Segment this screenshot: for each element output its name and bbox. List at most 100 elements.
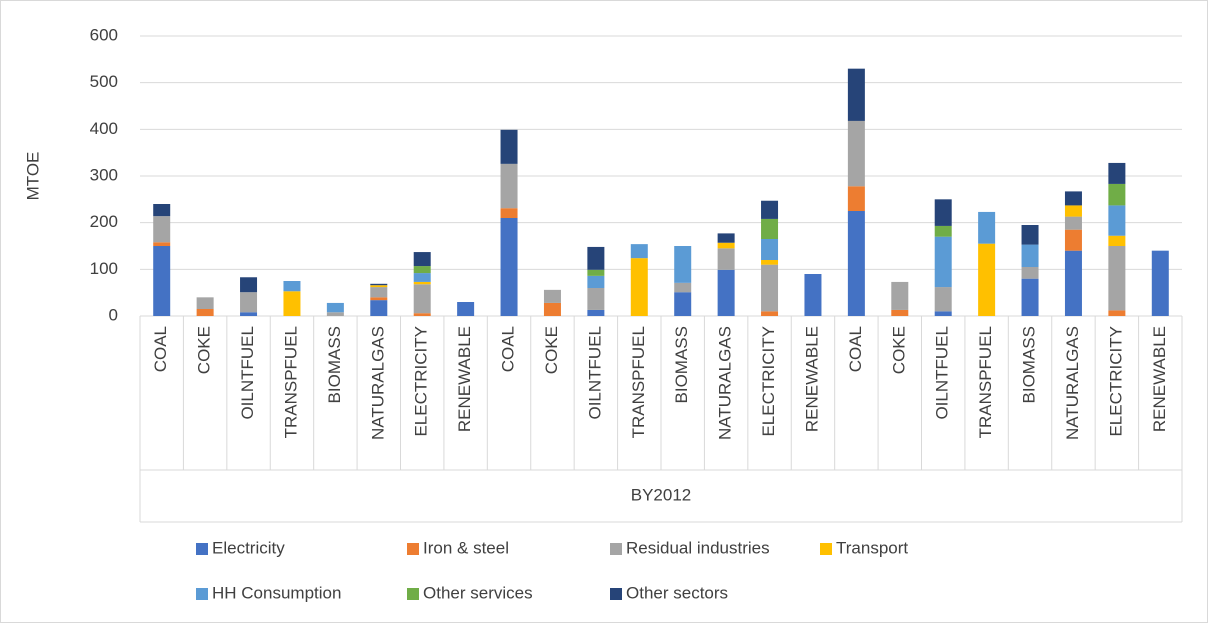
bar-segment bbox=[326, 312, 344, 316]
bar-segment bbox=[674, 292, 692, 316]
bar-segment bbox=[587, 309, 605, 316]
bar-segment bbox=[804, 274, 822, 316]
y-tick-label: 100 bbox=[90, 259, 118, 278]
bar-segment bbox=[500, 208, 518, 218]
bar-segment bbox=[761, 218, 779, 239]
bar-segment bbox=[587, 275, 605, 288]
bar-segment bbox=[370, 287, 388, 298]
bar-segment bbox=[1064, 229, 1082, 251]
bar-segment bbox=[630, 258, 648, 316]
bar-segment bbox=[413, 284, 431, 314]
bar-segment bbox=[370, 297, 388, 301]
x-tick-label: NATURALGAS bbox=[1063, 326, 1082, 440]
x-tick-label: BIOMASS bbox=[325, 326, 344, 403]
bar-segment bbox=[761, 260, 779, 265]
x-tick-label: COKE bbox=[195, 326, 214, 374]
bar-segment bbox=[543, 289, 561, 303]
group-label: BY2012 bbox=[631, 485, 692, 504]
bar-segment bbox=[934, 287, 952, 312]
x-tick-label: OILNTFUEL bbox=[585, 326, 604, 420]
legend-swatch bbox=[407, 588, 419, 600]
x-tick-label: COAL bbox=[846, 326, 865, 372]
x-tick-label: OILNTFUEL bbox=[238, 326, 257, 420]
y-tick-label: 0 bbox=[109, 305, 118, 324]
bar-segment bbox=[587, 288, 605, 310]
legend-swatch bbox=[196, 543, 208, 555]
x-tick-label: OILNTFUEL bbox=[933, 326, 952, 420]
bar-segment bbox=[891, 309, 909, 316]
x-tick-label: BIOMASS bbox=[1020, 326, 1039, 403]
bar-segment bbox=[1021, 267, 1039, 279]
bar-segment bbox=[413, 281, 431, 285]
legend-label: HH Consumption bbox=[212, 583, 341, 602]
bar-segment bbox=[153, 242, 171, 246]
x-tick-label: TRANSPFUEL bbox=[976, 326, 995, 438]
bar-segment bbox=[847, 120, 865, 187]
bar-segment bbox=[283, 291, 301, 316]
bar-segment bbox=[630, 244, 648, 259]
bar-segment bbox=[761, 200, 779, 219]
bar-segment bbox=[717, 233, 735, 243]
x-tick-label: NATURALGAS bbox=[716, 326, 735, 440]
bar-segment bbox=[717, 242, 735, 249]
bar-segment bbox=[370, 283, 388, 286]
legend-label: Other sectors bbox=[626, 583, 728, 602]
bar-segment bbox=[1108, 310, 1126, 316]
bar-segment bbox=[1064, 250, 1082, 316]
legend-label: Other services bbox=[423, 583, 533, 602]
legend-label: Electricity bbox=[212, 538, 285, 557]
bar-segment bbox=[500, 129, 518, 164]
x-tick-label: COAL bbox=[499, 326, 518, 372]
bar-segment bbox=[196, 309, 214, 316]
bar-segment bbox=[1108, 246, 1126, 311]
y-tick-label: 600 bbox=[90, 25, 118, 44]
bar-segment bbox=[153, 246, 171, 316]
legend-swatch bbox=[407, 543, 419, 555]
bar-segment bbox=[934, 236, 952, 288]
bar-segment bbox=[1151, 250, 1169, 316]
bar-segment bbox=[283, 281, 301, 292]
x-tick-label: TRANSPFUEL bbox=[629, 326, 648, 438]
bar-segment bbox=[674, 246, 692, 283]
bar-segment bbox=[761, 239, 779, 260]
bar-segment bbox=[543, 302, 561, 316]
bar-segment bbox=[1108, 183, 1126, 206]
x-tick-label: COAL bbox=[151, 326, 170, 372]
y-tick-label: 300 bbox=[90, 165, 118, 184]
bar-segment bbox=[240, 277, 258, 293]
bar-segment bbox=[1064, 191, 1082, 206]
bar-segment bbox=[978, 243, 996, 316]
x-tick-label: COKE bbox=[889, 326, 908, 374]
x-tick-label: NATURALGAS bbox=[368, 326, 387, 440]
x-tick-label: ELECTRICITY bbox=[1106, 326, 1125, 437]
bar-segment bbox=[674, 282, 692, 293]
bar-segment bbox=[717, 248, 735, 270]
x-tick-label: ELECTRICITY bbox=[412, 326, 431, 437]
x-tick-label: BIOMASS bbox=[672, 326, 691, 403]
bar-segment bbox=[153, 216, 171, 243]
bar-segment bbox=[847, 68, 865, 121]
legend-label: Iron & steel bbox=[423, 538, 509, 557]
bar-segment bbox=[1108, 235, 1126, 246]
y-tick-label: 400 bbox=[90, 119, 118, 138]
bar-segment bbox=[847, 186, 865, 211]
y-tick-label: 200 bbox=[90, 212, 118, 231]
x-tick-label: RENEWABLE bbox=[1150, 326, 1169, 432]
bar-segment bbox=[500, 218, 518, 316]
bar-segment bbox=[326, 302, 344, 313]
bar-segment bbox=[1108, 162, 1126, 184]
bar-segment bbox=[413, 273, 431, 282]
x-tick-label: TRANSPFUEL bbox=[281, 326, 300, 438]
bar-segment bbox=[934, 199, 952, 226]
bar-segment bbox=[370, 300, 388, 316]
bar-segment bbox=[370, 285, 388, 288]
bar-segment bbox=[240, 292, 258, 313]
bar-segment bbox=[1064, 205, 1082, 217]
legend-swatch bbox=[610, 588, 622, 600]
bar-segment bbox=[500, 163, 518, 209]
bar-segment bbox=[196, 297, 214, 309]
bar-segment bbox=[978, 211, 996, 244]
bar-segment bbox=[717, 269, 735, 316]
bar-segment bbox=[761, 311, 779, 316]
